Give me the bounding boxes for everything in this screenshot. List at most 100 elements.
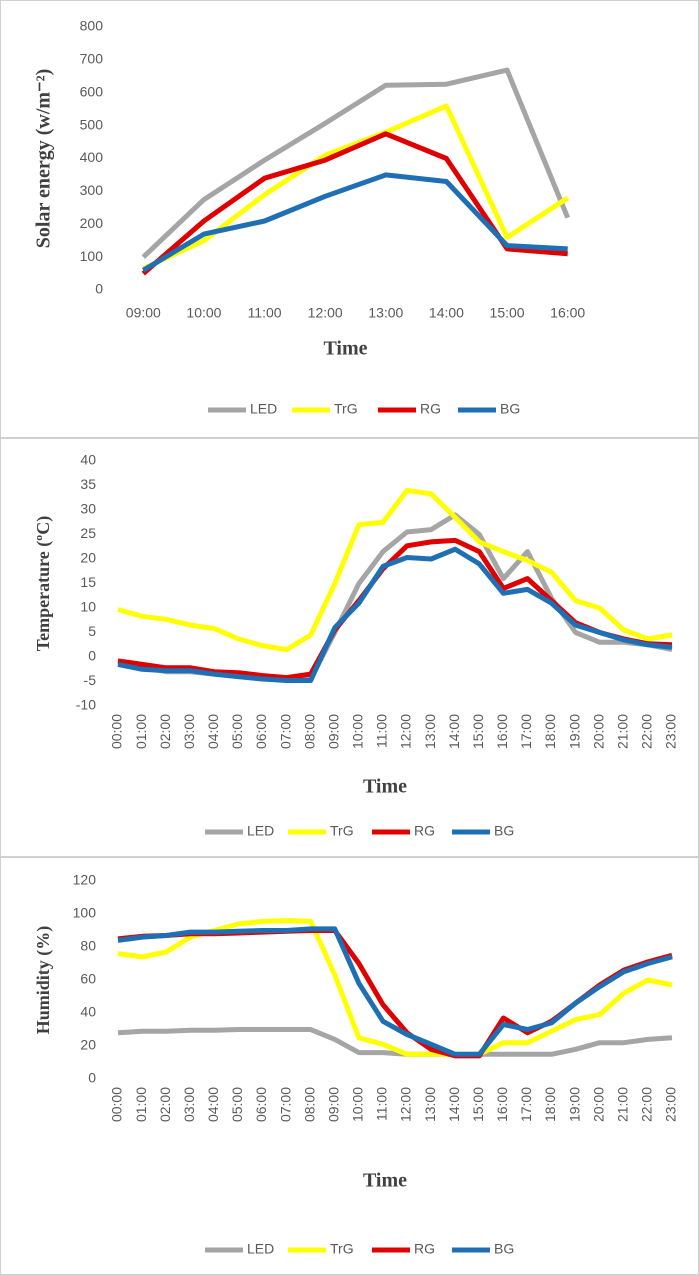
x-tick-label: 13:00: [422, 1087, 438, 1122]
y-tick-label: 100: [73, 905, 97, 921]
x-tick-label: 17:00: [518, 1087, 534, 1122]
x-tick-label: 10:00: [350, 714, 366, 749]
series-line: [117, 918, 673, 1057]
x-tick-label: 00:00: [109, 1087, 125, 1122]
x-tick-label: 06:00: [253, 1087, 269, 1122]
y-axis-title: Humidity (%): [33, 926, 54, 1035]
y-tick-label: 10: [80, 599, 96, 615]
y-tick-label: 20: [80, 550, 96, 566]
x-tick-label: 14:00: [446, 714, 462, 749]
y-tick-label: 40: [80, 452, 96, 468]
y-tick-label: 800: [80, 18, 104, 34]
x-tick-label: 23:00: [663, 1087, 679, 1122]
panel-frame: [0, 438, 699, 857]
x-tick-label: 22:00: [639, 1087, 655, 1122]
x-tick-label: 19:00: [566, 1087, 582, 1122]
x-tick-label: 01:00: [133, 1087, 149, 1122]
x-tick-label: 11:00: [374, 714, 390, 748]
x-tick-label: 12:00: [308, 305, 343, 321]
x-tick-label: 15:00: [470, 1087, 486, 1122]
x-tick-label: 15:00: [470, 714, 486, 749]
y-axis-title: Temperature (ºC): [33, 516, 54, 651]
legend-label: LED: [247, 1241, 274, 1257]
x-tick-label: 19:00: [566, 714, 582, 749]
x-tick-label: 09:00: [325, 1087, 341, 1122]
x-tick-label: 11:00: [248, 305, 282, 321]
legend-label: LED: [250, 401, 277, 417]
x-tick-label: 20:00: [590, 1087, 606, 1122]
series-line: [117, 512, 673, 682]
legend-label: TrG: [334, 401, 358, 417]
series-line: [141, 67, 571, 259]
y-tick-label: 20: [80, 1037, 96, 1053]
x-tick-label: 02:00: [157, 714, 173, 749]
y-tick-label: 400: [80, 149, 104, 165]
y-tick-label: 35: [80, 476, 96, 492]
y-tick-label: 0: [88, 1070, 96, 1086]
y-tick-label: 300: [80, 182, 104, 198]
panel-frame: [0, 0, 699, 438]
legend-label: TrG: [330, 1241, 354, 1257]
x-tick-label: 16:00: [494, 1087, 510, 1122]
x-tick-label: 21:00: [614, 1087, 630, 1122]
y-tick-label: 500: [80, 116, 104, 132]
x-tick-label: 16:00: [550, 305, 585, 321]
series-line: [117, 487, 673, 653]
y-tick-label: 600: [80, 83, 104, 99]
x-tick-label: 13:00: [368, 305, 403, 321]
y-tick-label: 15: [80, 574, 96, 590]
x-tick-label: 18:00: [542, 714, 558, 749]
y-tick-label: 700: [80, 51, 104, 67]
series-line: [117, 1027, 673, 1057]
y-axis-title: Solar energy (w/m⁻²): [33, 69, 55, 248]
x-tick-label: 23:00: [663, 714, 679, 749]
x-tick-label: 15:00: [490, 305, 525, 321]
y-tick-label: 120: [73, 872, 97, 888]
x-tick-label: 16:00: [494, 714, 510, 749]
y-tick-label: -5: [84, 672, 97, 688]
x-tick-label: 09:00: [126, 305, 161, 321]
x-tick-label: 20:00: [590, 714, 606, 749]
y-tick-label: 25: [80, 525, 96, 541]
x-tick-label: 03:00: [181, 714, 197, 749]
x-tick-label: 08:00: [301, 1087, 317, 1122]
x-tick-label: 05:00: [229, 714, 245, 749]
x-tick-label: 17:00: [518, 714, 534, 749]
x-tick-label: 14:00: [429, 305, 464, 321]
y-tick-label: 80: [80, 938, 96, 954]
x-tick-label: 13:00: [422, 714, 438, 749]
y-tick-label: 0: [95, 281, 103, 297]
legend-label: LED: [247, 823, 274, 839]
x-tick-label: 07:00: [277, 714, 293, 749]
panel-frame: [0, 857, 699, 1275]
y-tick-label: 0: [88, 648, 96, 664]
series-line: [117, 546, 673, 683]
legend-label: RG: [420, 401, 441, 417]
x-tick-label: 18:00: [542, 1087, 558, 1122]
y-tick-label: 30: [80, 501, 96, 517]
x-axis-title: Time: [363, 776, 407, 798]
x-tick-label: 14:00: [446, 1087, 462, 1122]
y-tick-label: 5: [88, 623, 96, 639]
x-tick-label: 04:00: [205, 1087, 221, 1122]
x-tick-label: 04:00: [205, 714, 221, 749]
series-line: [142, 172, 568, 273]
y-tick-label: 100: [80, 248, 104, 264]
legend-label: BG: [494, 823, 514, 839]
legend-label: BG: [500, 401, 520, 417]
x-tick-label: 03:00: [181, 1087, 197, 1122]
x-tick-label: 07:00: [277, 1087, 293, 1122]
series-line: [141, 131, 568, 276]
x-tick-label: 12:00: [398, 1087, 414, 1122]
y-tick-label: 200: [80, 215, 104, 231]
legend-label: TrG: [330, 823, 354, 839]
y-tick-label: 60: [80, 971, 96, 987]
legend-label: RG: [414, 1241, 435, 1257]
legend-label: RG: [414, 823, 435, 839]
x-tick-label: 10:00: [186, 305, 221, 321]
x-tick-label: 05:00: [229, 1087, 245, 1122]
y-tick-label: 40: [80, 1004, 96, 1020]
x-tick-label: 06:00: [253, 714, 269, 749]
x-tick-label: 00:00: [109, 714, 125, 749]
